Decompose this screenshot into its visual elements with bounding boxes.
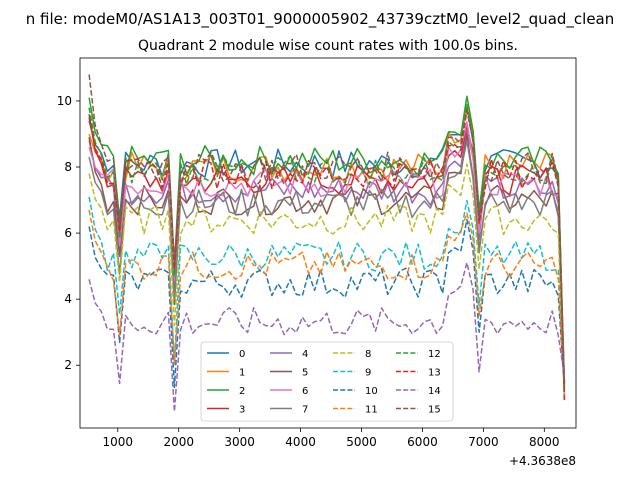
y-tick-label: 8 [64, 160, 72, 174]
legend-label: 7 [302, 405, 308, 416]
legend-label: 9 [365, 368, 371, 379]
legend-label: 2 [239, 386, 245, 397]
plot-frame [79, 57, 577, 429]
series-line-14 [88, 261, 566, 413]
series-line-15 [88, 74, 566, 393]
legend-label: 5 [302, 368, 308, 379]
x-offset-label: +4.3638e8 [509, 454, 576, 468]
figure-suptitle: n file: modeM0/AS1A13_003T01_9000005902_… [26, 10, 615, 29]
legend-label: 11 [365, 405, 378, 416]
legend-label: 0 [239, 349, 245, 360]
legend-label: 6 [302, 386, 308, 397]
x-tick-label: 8000 [529, 435, 560, 449]
x-tick-label: 5000 [346, 435, 377, 449]
y-tick-label: 6 [64, 226, 72, 240]
x-tick-label: 3000 [224, 435, 255, 449]
x-axis: 1000 2000 3000 4000 5000 6000 7000 8000 [103, 428, 560, 449]
legend-label: 15 [428, 405, 441, 416]
y-axis: 2 4 6 8 10 [57, 94, 80, 372]
legend-label: 4 [302, 349, 308, 360]
series-line-10 [88, 218, 566, 389]
x-tick-label: 2000 [163, 435, 194, 449]
chart-title: Quadrant 2 module wise count rates with … [138, 38, 518, 54]
legend-label: 1 [239, 368, 245, 379]
series-line-1 [88, 105, 566, 384]
x-tick-label: 4000 [285, 435, 316, 449]
legend-label: 10 [365, 386, 378, 397]
plot-lines [88, 74, 566, 413]
series-line-7 [88, 140, 566, 391]
y-tick-label: 4 [64, 292, 72, 306]
x-tick-label: 7000 [468, 435, 499, 449]
legend-label: 3 [239, 405, 245, 416]
legend-label: 14 [428, 386, 441, 397]
x-tick-label: 6000 [407, 435, 438, 449]
y-tick-label: 2 [64, 358, 72, 372]
series-line-11 [88, 209, 566, 391]
legend-label: 13 [428, 368, 441, 379]
y-tick-label: 10 [57, 94, 72, 108]
x-tick-label: 1000 [103, 435, 134, 449]
legend-label: 8 [365, 349, 371, 360]
legend-box [200, 341, 454, 422]
series-line-9 [88, 196, 566, 382]
series-line-8 [88, 163, 566, 400]
legend-label: 12 [428, 349, 441, 360]
